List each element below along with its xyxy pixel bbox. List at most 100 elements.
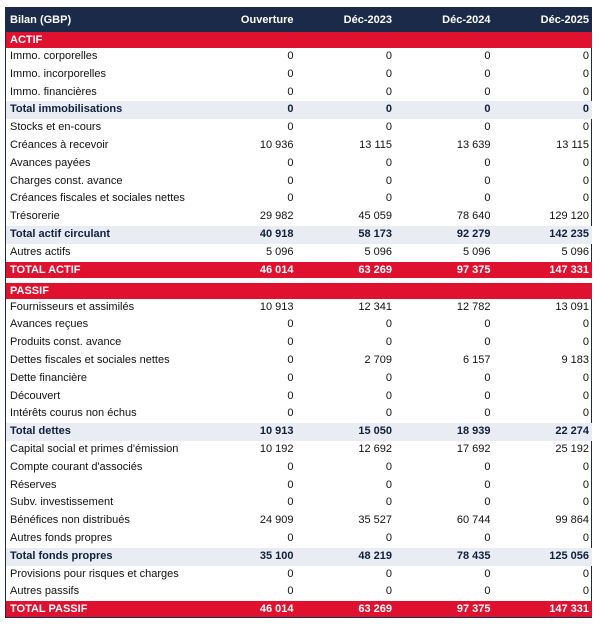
value-cell: 0 [385, 67, 392, 80]
table-row: Créances fiscales et sociales nettes 0 0 0 0 [6, 190, 592, 208]
value-cell: 10 913 [198, 423, 297, 441]
section-header-row: PASSIF [6, 282, 592, 299]
value-cell: 0 [582, 496, 589, 509]
value-cell: 0 [385, 174, 392, 187]
value-cell: 0 [385, 460, 392, 473]
value-cell: 0 [287, 585, 294, 598]
table-row: Avances reçues 0 0 0 0 [6, 316, 592, 334]
value-cell: 12 782 [456, 300, 491, 313]
table-row: Autres actifs 5 096 5 096 5 096 5 096 [6, 244, 592, 262]
value-cell: 0 [484, 174, 491, 187]
value-cell: 0 [582, 407, 589, 420]
section-header-row: ACTIF [6, 32, 592, 48]
row-label: Immo. financières [10, 85, 97, 98]
table-row: Découvert 0 0 0 0 [6, 388, 592, 406]
value-cell: 0 [484, 496, 491, 509]
value-cell: 46 014 [198, 261, 297, 278]
value-cell: 0 [385, 531, 392, 544]
value-cell: 0 [287, 496, 294, 509]
value-cell: 0 [582, 336, 589, 349]
value-cell: 0 [582, 156, 589, 169]
row-label: Subv. investissement [10, 496, 114, 509]
value-cell: 12 692 [358, 442, 392, 455]
row-label: TOTAL ACTIF [6, 261, 198, 278]
value-cell: 0 [484, 67, 491, 80]
value-cell: 29 982 [259, 210, 294, 223]
table-row: Immo. incorporelles 0 0 0 0 [6, 66, 592, 84]
value-cell: 142 235 [493, 225, 592, 244]
subtotal-row: Total actif circulant 40 918 58 173 92 279 1… [6, 225, 592, 244]
value-cell: 0 [484, 192, 491, 205]
value-cell: 0 [493, 101, 592, 120]
value-cell: 25 192 [555, 442, 589, 455]
value-cell: 0 [484, 121, 491, 134]
value-cell: 0 [582, 85, 589, 98]
column-header-dec-2024: Déc-2024 [395, 8, 494, 32]
value-cell: 0 [287, 567, 294, 580]
value-cell: 0 [287, 192, 294, 205]
row-label: Stocks et en-cours [10, 121, 102, 134]
value-cell: 0 [287, 371, 294, 384]
value-cell: 0 [582, 585, 589, 598]
value-cell: 0 [385, 50, 392, 62]
value-cell: 2 709 [364, 353, 392, 366]
table-row: Dettes fiscales et sociales nettes 0 2 709… [6, 352, 592, 370]
value-cell: 9 183 [561, 353, 589, 366]
value-cell: 0 [287, 85, 294, 98]
table-row: Immo. financières 0 0 0 0 [6, 84, 592, 102]
value-cell: 60 744 [456, 514, 491, 527]
value-cell: 99 864 [555, 514, 589, 527]
value-cell: 0 [385, 407, 392, 420]
value-cell: 0 [582, 567, 589, 580]
value-cell: 0 [296, 101, 395, 120]
value-cell: 0 [582, 67, 589, 80]
value-cell: 125 056 [493, 547, 592, 566]
value-cell: 0 [287, 318, 294, 331]
value-cell: 0 [582, 192, 589, 205]
row-label: Autres passifs [10, 585, 80, 598]
row-label: Charges const. avance [10, 174, 123, 187]
section-label: PASSIF [6, 282, 592, 299]
value-cell: 45 059 [358, 210, 392, 223]
value-cell: 0 [385, 156, 392, 169]
table-row: Immo. corporelles 0 0 0 0 [6, 48, 592, 66]
value-cell: 0 [385, 121, 392, 134]
value-cell: 78 640 [456, 210, 491, 223]
value-cell: 0 [484, 156, 491, 169]
value-cell: 0 [484, 85, 491, 98]
value-cell: 0 [385, 478, 392, 491]
row-label: Découvert [10, 389, 61, 402]
value-cell: 13 639 [456, 138, 491, 151]
value-cell: 0 [287, 478, 294, 491]
value-cell: 0 [582, 121, 589, 134]
table-row: Créances à recevoir 10 936 13 115 13 639 13 … [6, 137, 592, 155]
table-row: Charges const. avance 0 0 0 0 [6, 173, 592, 191]
balance-sheet: Bilan (GBP) Ouverture Déc-2023 Déc-2024 … [5, 7, 592, 619]
subtotal-row: Total dettes 10 913 15 050 18 939 22 274 [6, 423, 592, 441]
row-label: Créances à recevoir [10, 138, 109, 151]
value-cell: 10 192 [259, 442, 294, 455]
row-label: Total dettes [6, 423, 198, 441]
value-cell: 5 096 [561, 245, 589, 258]
value-cell: 0 [484, 50, 491, 62]
table-row: Subv. investissement 0 0 0 0 [6, 494, 592, 512]
value-cell: 35 100 [198, 547, 297, 566]
subtotal-row: Total fonds propres 35 100 48 219 78 435 125… [6, 547, 592, 566]
value-cell: 0 [582, 389, 589, 402]
row-label: Bénéfices non distribués [10, 514, 130, 527]
value-cell: 0 [484, 371, 491, 384]
value-cell: 0 [582, 318, 589, 331]
table-row: Autres fonds propres 0 0 0 0 [6, 530, 592, 548]
value-cell: 0 [582, 371, 589, 384]
table-row: Produits const. avance 0 0 0 0 [6, 334, 592, 352]
value-cell: 0 [287, 407, 294, 420]
value-cell: 0 [385, 389, 392, 402]
value-cell: 0 [287, 67, 294, 80]
row-label: Total fonds propres [6, 547, 198, 566]
value-cell: 0 [287, 531, 294, 544]
value-cell: 0 [385, 567, 392, 580]
value-cell: 10 913 [259, 300, 294, 313]
value-cell: 97 375 [395, 601, 494, 618]
value-cell: 0 [385, 318, 392, 331]
value-cell: 24 909 [259, 514, 294, 527]
